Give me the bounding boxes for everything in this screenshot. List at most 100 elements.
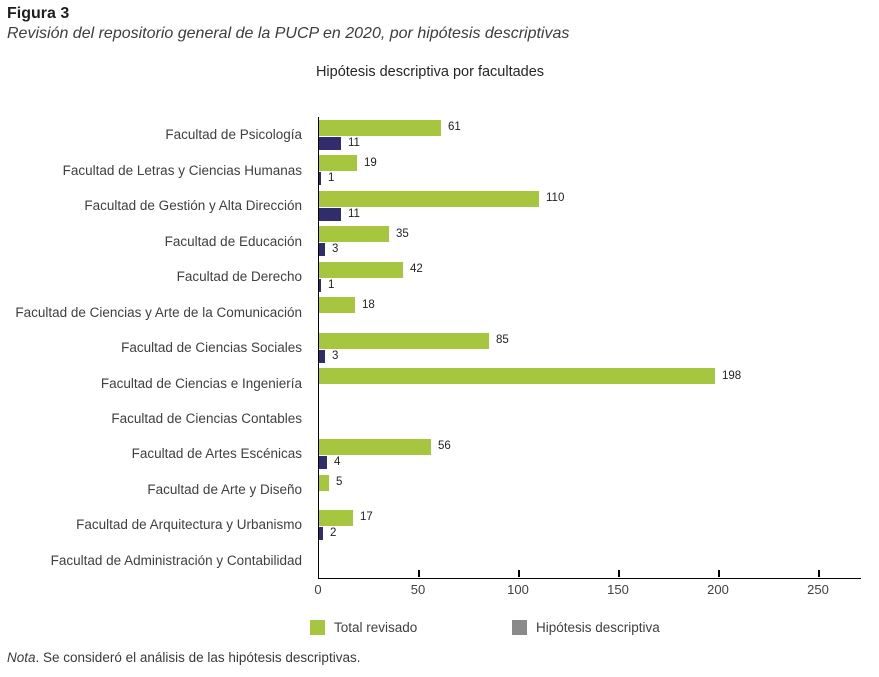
category-label: Facultad de Psicología <box>165 127 302 143</box>
bar-slot: 61 <box>319 120 861 136</box>
bar-slot <box>319 563 861 576</box>
bar-slot <box>319 421 861 434</box>
category-label: Facultad de Derecho <box>176 269 302 285</box>
plot-area: 61 11 19 1 110 11 35 3 42 1 18 85 3 198 56 4 5 17 2 <box>318 117 861 579</box>
bar-value-label: 110 <box>546 192 565 205</box>
x-tick <box>618 570 620 577</box>
bar-hipotesis-descriptiva <box>319 278 321 292</box>
bar-slot: 19 <box>319 155 861 172</box>
category-label: Facultad de Educación <box>164 233 302 249</box>
bar-hipotesis-descriptiva <box>319 137 341 150</box>
bar-value-label: 5 <box>336 475 343 488</box>
bar-value-label: 3 <box>332 349 339 362</box>
bar-row: 17 2 <box>319 507 861 542</box>
bar-total-revisado <box>319 474 329 491</box>
bar-total-revisado <box>319 120 441 136</box>
bar-value-label: 11 <box>348 136 360 149</box>
bar-total-revisado <box>319 226 389 243</box>
x-tick-label: 100 <box>507 582 529 597</box>
bar-slot: 5 <box>319 474 861 491</box>
bar-row <box>319 401 861 436</box>
bar-row: 61 11 <box>319 117 861 152</box>
bar-hipotesis-descriptiva <box>319 243 325 257</box>
bar-total-revisado <box>319 155 357 172</box>
bar-slot: 17 <box>319 510 861 527</box>
legend-label-hipotesis-descriptiva: Hipótesis descriptiva <box>536 620 660 635</box>
bar-hipotesis-descriptiva <box>319 527 323 541</box>
bar-row <box>319 543 861 578</box>
category-label: Facultad de Administración y Contabilida… <box>50 552 302 568</box>
category-label: Facultad de Ciencias e Ingeniería <box>100 375 302 391</box>
bar-value-label: 19 <box>364 156 377 169</box>
x-tick <box>518 570 520 577</box>
bar-total-revisado <box>319 297 355 314</box>
legend: Total revisado Hipótesis descriptiva <box>0 620 860 640</box>
bar-slot: 1 <box>319 278 861 292</box>
bar-value-label: 35 <box>396 227 409 240</box>
bar-value-label: 42 <box>410 263 423 276</box>
bar-slot: 4 <box>319 456 861 470</box>
category-label: Facultad de Letras y Ciencias Humanas <box>62 162 302 178</box>
x-axis: 0 50 100 150 200 250 <box>314 570 860 604</box>
legend-label-total-revisado: Total revisado <box>334 620 418 635</box>
bar-value-label: 61 <box>448 121 461 134</box>
bar-total-revisado <box>319 439 431 456</box>
bar-slot: 110 <box>319 190 861 207</box>
legend-swatch-total-revisado <box>310 620 325 635</box>
bar-slot: 18 <box>319 297 861 314</box>
bar-row: 110 11 <box>319 188 861 223</box>
bar-slot <box>319 385 861 398</box>
bar-slot: 2 <box>319 526 861 541</box>
bar-total-revisado <box>319 190 539 207</box>
bar-slot: 198 <box>319 368 861 385</box>
bar-slot: 85 <box>319 332 861 349</box>
legend-item-total-revisado: Total revisado <box>310 620 417 635</box>
bar-row: 18 <box>319 294 861 329</box>
bar-value-label: 3 <box>332 243 339 256</box>
bar-row: 42 1 <box>319 259 861 294</box>
bar-hipotesis-descriptiva <box>319 349 325 363</box>
bar-hipotesis-descriptiva <box>319 456 327 470</box>
bar-slot <box>319 404 861 420</box>
figure-label: Figura 3 <box>7 5 70 22</box>
category-axis: Facultad de Psicología Facultad de Letras… <box>0 117 310 578</box>
bar-slot: 11 <box>319 137 861 150</box>
category-label: Facultad de Ciencias y Arte de la Comuni… <box>15 304 302 320</box>
bar-slot: 35 <box>319 226 861 243</box>
bar-slot <box>319 546 861 562</box>
x-tick-label: 250 <box>807 582 829 597</box>
bar-slot <box>319 492 861 505</box>
x-tick-label: 150 <box>607 582 629 597</box>
note-text: . Se consideró el análisis de las hipóte… <box>35 650 361 665</box>
bar-row: 85 3 <box>319 330 861 365</box>
bar-value-label: 2 <box>330 526 337 539</box>
x-tick <box>718 570 720 577</box>
bar-slot: 42 <box>319 261 861 278</box>
note-prefix: Nota <box>7 650 36 665</box>
bar-value-label: 56 <box>438 440 451 453</box>
bar-slot: 3 <box>319 243 861 257</box>
bar-row: 198 <box>319 365 861 400</box>
legend-swatch-hipotesis-descriptiva <box>512 620 527 635</box>
legend-item-hipotesis-descriptiva: Hipótesis descriptiva <box>512 620 660 635</box>
category-label: Facultad de Ciencias Sociales <box>121 340 302 356</box>
bar-slot: 3 <box>319 349 861 363</box>
bar-value-label: 1 <box>328 278 335 291</box>
bar-value-label: 85 <box>496 334 509 347</box>
figure-note: Nota. Se consideró el análisis de las hi… <box>7 650 360 665</box>
bar-total-revisado <box>319 510 353 527</box>
bar-hipotesis-descriptiva <box>319 172 321 186</box>
bar-slot: 11 <box>319 207 861 221</box>
bar-slot <box>319 314 861 327</box>
bar-value-label: 18 <box>362 298 375 311</box>
bar-value-label: 1 <box>328 172 335 185</box>
bar-value-label: 17 <box>360 511 373 524</box>
bar-value-label: 11 <box>348 207 360 220</box>
bar-row: 5 <box>319 472 861 507</box>
x-tick <box>818 570 820 577</box>
bar-row: 19 1 <box>319 152 861 187</box>
x-tick <box>418 570 420 577</box>
bar-value-label: 198 <box>722 369 742 382</box>
x-tick-label: 0 <box>314 582 322 597</box>
x-tick-label: 200 <box>707 582 729 597</box>
